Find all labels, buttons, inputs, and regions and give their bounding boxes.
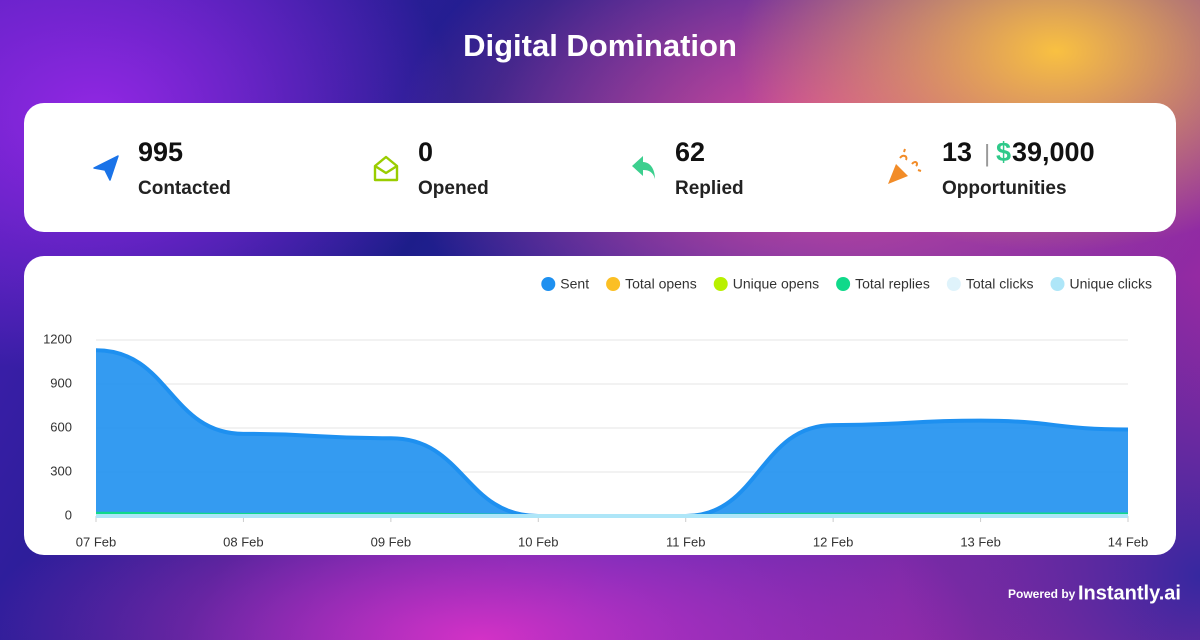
y-tick-label: 900: [50, 375, 72, 390]
stat-value: 0: [418, 137, 433, 167]
x-tick-label: 08 Feb: [223, 534, 263, 549]
stat-label: Opened: [418, 178, 489, 199]
y-tick-label: 1200: [43, 331, 72, 346]
legend-label[interactable]: Sent: [560, 276, 589, 292]
legend-label[interactable]: Total clicks: [966, 276, 1034, 292]
amount: 39,000: [1012, 137, 1095, 167]
x-tick-label: 07 Feb: [76, 534, 116, 549]
legend-swatch[interactable]: [541, 277, 556, 291]
legend-label[interactable]: Unique opens: [733, 276, 819, 292]
brand: Instantly.ai: [1078, 582, 1181, 604]
opened-icon: [373, 155, 399, 182]
stat-label: Opportunities: [942, 178, 1067, 199]
currency: $: [996, 137, 1011, 167]
reply-icon: [632, 156, 655, 179]
sent-icon: [93, 155, 119, 181]
x-tick-label: 14 Feb: [1108, 534, 1148, 549]
stats-card: [24, 103, 1176, 232]
stat-value: 13: [942, 137, 972, 167]
y-tick-label: 300: [50, 463, 72, 478]
series-area: [96, 350, 1128, 516]
x-tick-label: 13 Feb: [960, 534, 1000, 549]
powered-by: Powered by: [1008, 587, 1076, 601]
title: Digital Domination: [463, 28, 737, 63]
legend-swatch[interactable]: [606, 277, 621, 291]
legend-label[interactable]: Total opens: [625, 276, 697, 292]
legend-label[interactable]: Unique clicks: [1070, 276, 1152, 292]
x-tick-label: 12 Feb: [813, 534, 853, 549]
y-tick-label: 600: [50, 419, 72, 434]
legend-swatch[interactable]: [713, 277, 728, 291]
separator: |: [984, 140, 990, 167]
x-tick-label: 10 Feb: [518, 534, 558, 549]
x-tick-label: 11 Feb: [666, 534, 706, 549]
legend-swatch[interactable]: [836, 277, 851, 291]
y-tick-label: 0: [65, 507, 72, 522]
x-tick-label: 09 Feb: [371, 534, 411, 549]
legend-swatch[interactable]: [1050, 277, 1065, 291]
legend-swatch[interactable]: [946, 277, 961, 291]
stat-value: 995: [138, 137, 183, 167]
stat-value: 62: [675, 137, 705, 167]
stat-label: Replied: [675, 178, 744, 199]
party-icon: [888, 148, 922, 184]
legend-label[interactable]: Total replies: [855, 276, 930, 292]
stat-label: Contacted: [138, 178, 231, 199]
